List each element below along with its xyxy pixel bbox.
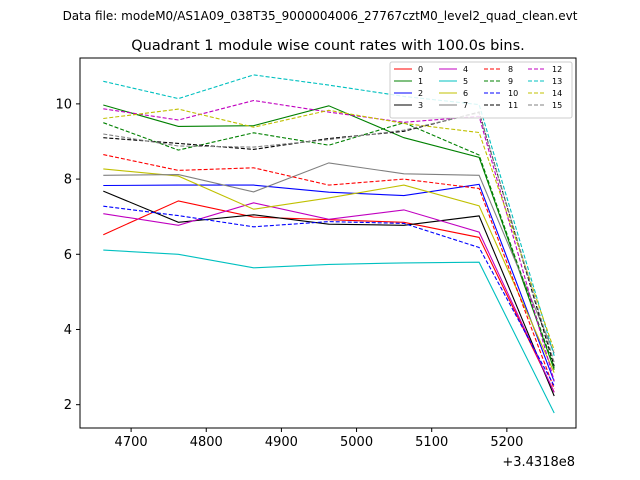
plot-area xyxy=(79,57,577,429)
series-line-8 xyxy=(103,154,555,390)
series-line-1 xyxy=(103,104,555,370)
legend-label-13: 13 xyxy=(552,77,562,86)
y-axis: 2 4 6 8 10 xyxy=(55,97,80,413)
legend-label-7: 7 xyxy=(463,101,468,110)
x-tick-label: 4700 xyxy=(115,435,148,450)
y-tick-label: 6 xyxy=(64,248,72,263)
legend-label-2: 2 xyxy=(418,89,423,98)
legend-label-11: 11 xyxy=(508,101,518,110)
x-axis: 4700 4800 4900 5000 5100 5200 xyxy=(115,428,523,450)
legend-label-3: 3 xyxy=(418,101,423,110)
series-line-3 xyxy=(103,190,555,397)
legend-label-12: 12 xyxy=(552,65,562,74)
legend-label-0: 0 xyxy=(418,65,423,74)
series-line-9 xyxy=(103,122,555,368)
legend-label-14: 14 xyxy=(552,89,562,98)
legend-label-4: 4 xyxy=(463,65,468,74)
legend-label-9: 9 xyxy=(508,77,513,86)
series-line-10 xyxy=(103,205,555,387)
series-line-13 xyxy=(103,74,555,356)
axes-frame xyxy=(79,57,577,429)
legend-label-1: 1 xyxy=(418,77,423,86)
series-line-4 xyxy=(103,202,555,393)
series-line-6 xyxy=(103,168,555,373)
legend-label-6: 6 xyxy=(463,89,468,98)
x-tick-label: 4900 xyxy=(265,435,298,450)
y-tick-label: 2 xyxy=(64,398,72,413)
legend-label-5: 5 xyxy=(463,77,468,86)
x-tick-label: 5000 xyxy=(340,435,373,450)
y-tick-label: 8 xyxy=(64,173,72,188)
legend-label-15: 15 xyxy=(552,101,562,110)
y-tick-label: 4 xyxy=(64,323,72,338)
data-file-caption: Data file: modeM0/AS1A09_038T35_90000040… xyxy=(63,9,578,23)
y-tick-label: 10 xyxy=(55,97,72,112)
chart-title: Quadrant 1 module wise count rates with … xyxy=(131,38,525,54)
x-offset-label: +3.4318e8 xyxy=(502,455,575,470)
x-tick-label: 5200 xyxy=(490,435,523,450)
series-line-14 xyxy=(103,108,555,351)
x-tick-label: 4800 xyxy=(190,435,223,450)
series-layer xyxy=(103,74,555,414)
legend-frame xyxy=(389,61,573,119)
series-line-5 xyxy=(103,249,555,414)
x-tick-label: 5100 xyxy=(415,435,448,450)
series-line-2 xyxy=(103,183,555,382)
series-line-7 xyxy=(103,162,555,354)
legend-label-8: 8 xyxy=(508,65,513,74)
legend-label-10: 10 xyxy=(508,89,518,98)
